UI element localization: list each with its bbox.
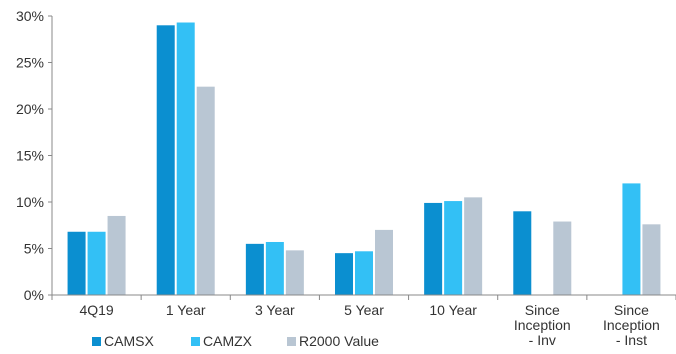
- y-tick-label: 25%: [16, 55, 44, 71]
- y-tick-label: 0%: [24, 287, 44, 303]
- bar-camsx-4: [424, 202, 443, 295]
- y-tick-label: 30%: [16, 8, 44, 24]
- x-category-label: Since Inception - Inv: [514, 302, 571, 348]
- x-category-label-line: 10 Year: [429, 302, 477, 318]
- bar-r2000-value-2: [285, 250, 304, 295]
- x-category-label-line: 3 Year: [255, 302, 295, 318]
- x-category-label-line: 4Q19: [79, 302, 113, 318]
- bar-camzx-4: [444, 201, 463, 295]
- bar-camzx-2: [265, 241, 284, 295]
- legend-swatch: [287, 337, 296, 346]
- legend-label: R2000 Value: [299, 333, 379, 349]
- legend-swatch: [92, 337, 101, 346]
- bars: [67, 22, 661, 296]
- x-category-label: Since Inception - Inst: [603, 302, 660, 348]
- legend-label: CAMSX: [104, 333, 154, 349]
- bar-r2000-value-5: [553, 221, 572, 295]
- y-tick-label: 10%: [16, 194, 44, 210]
- x-category-label: 5 Year: [344, 302, 384, 318]
- bar-camsx-2: [245, 243, 264, 295]
- y-tick-label: 20%: [16, 101, 44, 117]
- bar-r2000-value-4: [464, 197, 483, 295]
- x-category-label: 3 Year: [255, 302, 295, 318]
- bar-r2000-value-1: [196, 86, 215, 296]
- y-tick-label: 5%: [24, 241, 44, 257]
- bar-camzx-1: [176, 22, 195, 295]
- bar-camzx-6: [622, 183, 641, 295]
- x-category-label-line: Since: [614, 302, 649, 318]
- x-category-label: 10 Year: [429, 302, 477, 318]
- x-category-label-line: 1 Year: [166, 302, 206, 318]
- y-axis: 0% 5% 10% 15% 20% 25% 30%: [16, 8, 53, 303]
- bar-camsx-5: [513, 211, 532, 295]
- bar-r2000-value-6: [642, 224, 661, 295]
- x-category-label-line: - Inst: [616, 332, 647, 348]
- x-category-label-line: Since: [525, 302, 560, 318]
- x-axis: 4Q19 1 Year 3 Year 5 Year 10 Year Since Incept…: [51, 294, 676, 348]
- x-category-label-line: Inception: [514, 317, 571, 333]
- bar-camsx-3: [335, 253, 353, 295]
- bar-camzx-3: [355, 251, 373, 295]
- legend: CAMSX CAMZX R2000 Value: [92, 333, 379, 349]
- x-category-label-line: 5 Year: [344, 302, 384, 318]
- bar-camzx-0: [87, 231, 106, 295]
- x-category-label-line: Inception: [603, 317, 660, 333]
- legend-swatch: [191, 337, 200, 346]
- x-category-label-line: - Inv: [529, 332, 556, 348]
- bar-r2000-value-3: [375, 229, 393, 295]
- y-tick-label: 15%: [16, 148, 44, 164]
- x-category-label: 4Q19: [79, 302, 113, 318]
- bar-camsx-0: [67, 231, 86, 295]
- bar-camsx-1: [156, 25, 175, 296]
- legend-label: CAMZX: [203, 333, 253, 349]
- x-category-label: 1 Year: [166, 302, 206, 318]
- bar-r2000-value-0: [107, 215, 126, 295]
